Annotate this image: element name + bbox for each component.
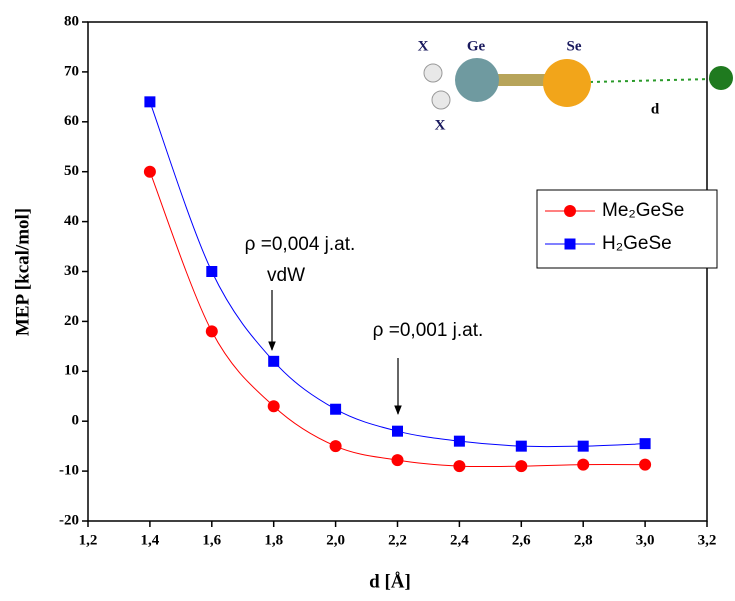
x-tick-label: 3,2 — [698, 532, 717, 548]
point — [206, 325, 218, 337]
x-axis-title: d [Å] — [369, 571, 411, 592]
legend-label: H₂GeSe — [602, 233, 672, 254]
point — [453, 460, 465, 472]
y-tick-label: 20 — [64, 313, 79, 329]
inset-label: X — [418, 38, 429, 54]
point — [330, 440, 342, 452]
y-tick-label: 70 — [64, 63, 79, 79]
x-tick-label: 1,4 — [141, 532, 160, 548]
x-tick-label: 1,2 — [79, 532, 98, 548]
point — [639, 459, 651, 471]
atom — [709, 66, 733, 90]
point — [392, 454, 404, 466]
x-tick-label: 2,2 — [388, 532, 407, 548]
y-tick-label: 60 — [64, 113, 79, 129]
x-tick-label: 2,4 — [450, 532, 469, 548]
point — [516, 441, 527, 452]
y-tick-label: 30 — [64, 263, 79, 279]
y-axis-title: MEP [kcal/mol] — [12, 208, 33, 336]
point — [392, 426, 403, 437]
x-tick-label: 1,8 — [264, 532, 283, 548]
bond-line — [590, 79, 712, 82]
y-tick-label: 40 — [64, 213, 79, 229]
x-tick-label: 2,6 — [512, 532, 531, 548]
y-tick-label: 50 — [64, 163, 79, 179]
y-tick-label: 10 — [64, 363, 79, 379]
x-tick-label: 1,6 — [202, 532, 221, 548]
point — [144, 166, 156, 178]
point — [268, 400, 280, 412]
molecule-inset: X Ge Se X d — [418, 38, 733, 133]
point — [454, 436, 465, 447]
atom — [455, 58, 499, 102]
x-tick-label: 2,8 — [574, 532, 593, 548]
y-tick-label: -10 — [59, 463, 79, 479]
point — [515, 460, 527, 472]
y-tick-label: -20 — [59, 512, 79, 528]
atom — [432, 91, 450, 109]
x-tick-label: 2,0 — [326, 532, 345, 548]
point — [578, 441, 589, 452]
point — [577, 459, 589, 471]
plot-frame — [88, 22, 707, 521]
x-tick-label: 3,0 — [636, 532, 655, 548]
point — [206, 266, 217, 277]
point — [144, 96, 155, 107]
inset-label: X — [435, 117, 446, 133]
annotation: ρ =0,001 j.at. — [373, 320, 484, 341]
atom — [424, 64, 442, 82]
annotation: vdW — [267, 265, 305, 286]
inset-label: Ge — [467, 38, 486, 54]
inset-label: Se — [567, 38, 582, 54]
legend-marker — [564, 205, 576, 217]
annotation: ρ =0,004 j.at. — [245, 234, 356, 255]
chart: d [Å] MEP [kcal/mol] ρ =0,004 j.at. vdW … — [0, 0, 735, 601]
inset-label: d — [651, 101, 660, 117]
point — [640, 438, 651, 449]
legend-label: Me₂GeSe — [602, 200, 684, 221]
point — [330, 404, 341, 415]
y-tick-label: 0 — [72, 413, 80, 429]
atom — [543, 59, 591, 107]
y-tick-label: 80 — [64, 13, 79, 29]
point — [268, 356, 279, 367]
legend-marker — [565, 239, 576, 250]
